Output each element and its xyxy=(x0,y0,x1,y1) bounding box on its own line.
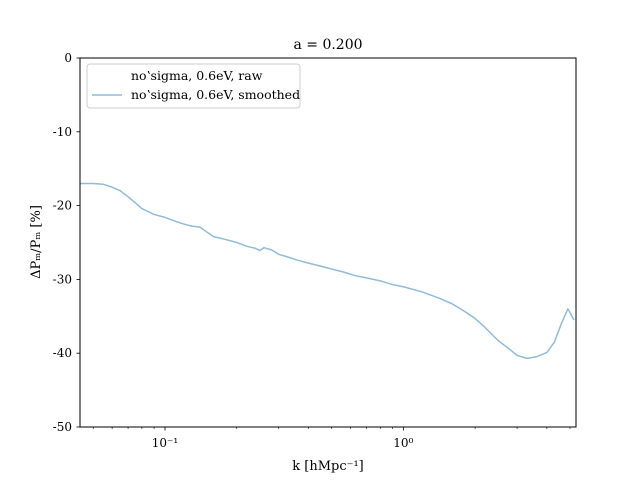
y-tick-label: -10 xyxy=(53,125,72,139)
legend-label-smoothed: noʽsigma, 0.6eV, smoothed xyxy=(131,87,300,102)
x-tick-label: 10⁻¹ xyxy=(152,436,178,450)
y-tick-label: -30 xyxy=(53,272,72,286)
y-tick-label: -40 xyxy=(53,346,72,360)
series-layer xyxy=(80,182,575,360)
x-tick-label: 10⁰ xyxy=(393,436,413,450)
y-tick-label: 0 xyxy=(64,51,72,65)
legend-label-raw: noʽsigma, 0.6eV, raw xyxy=(131,68,263,83)
series-line-smoothed xyxy=(80,182,575,360)
y-tick-label: -20 xyxy=(53,199,72,213)
plot-background xyxy=(80,58,576,427)
y-axis-label: ΔPₘ/Pₘ [%] xyxy=(29,205,44,279)
x-axis-label: k [hMpc⁻¹] xyxy=(292,459,364,474)
plot-frame xyxy=(79,57,577,428)
plot-area xyxy=(79,57,577,428)
y-axis: 0 -10 -20 -30 -40 -50 xyxy=(53,51,80,434)
legend: noʽsigma, 0.6eV, raw noʽsigma, 0.6eV, sm… xyxy=(86,63,301,109)
chart-title: a = 0.200 xyxy=(293,37,362,53)
y-tick-label: -50 xyxy=(53,420,72,434)
x-axis: 10⁻¹ 10⁰ xyxy=(92,427,571,450)
legend-box xyxy=(86,63,301,109)
